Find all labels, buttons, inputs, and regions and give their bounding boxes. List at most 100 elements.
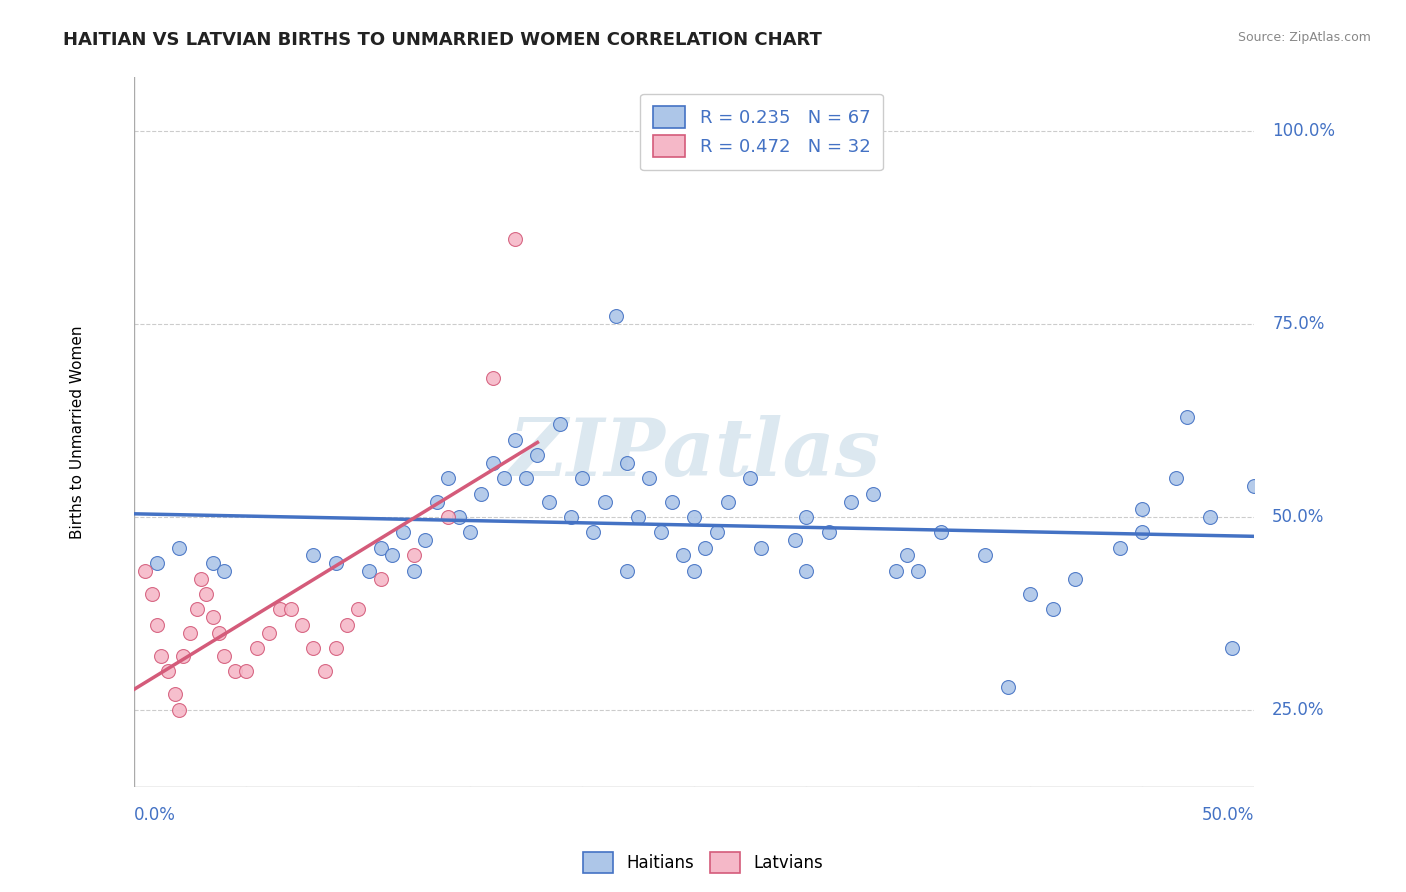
Point [481, 371, 503, 385]
Point [1243, 479, 1265, 493]
Point [537, 494, 560, 508]
Point [347, 602, 370, 616]
Point [929, 525, 952, 540]
Point [582, 525, 605, 540]
Point [817, 525, 839, 540]
Point [974, 549, 997, 563]
Point [683, 510, 706, 524]
Point [280, 602, 302, 616]
Point [257, 625, 280, 640]
Point [526, 448, 548, 462]
Point [862, 487, 884, 501]
Point [392, 525, 415, 540]
Point [740, 471, 762, 485]
Text: Source: ZipAtlas.com: Source: ZipAtlas.com [1237, 31, 1371, 45]
Point [605, 310, 627, 324]
Point [437, 471, 460, 485]
Point [359, 564, 381, 578]
Point [370, 572, 392, 586]
Text: 50.0%: 50.0% [1272, 508, 1324, 526]
Point [167, 541, 190, 555]
Point [1198, 510, 1220, 524]
Point [1109, 541, 1132, 555]
Point [751, 541, 773, 555]
Point [650, 525, 672, 540]
Point [997, 680, 1019, 694]
Point [201, 556, 224, 570]
Text: 100.0%: 100.0% [1272, 122, 1336, 140]
Point [302, 549, 325, 563]
Text: ZIPatlas: ZIPatlas [508, 415, 880, 492]
Point [179, 625, 201, 640]
Point [246, 640, 269, 655]
Point [291, 618, 314, 632]
Point [194, 587, 217, 601]
Text: Births to Unmarried Women: Births to Unmarried Women [70, 326, 84, 539]
Point [145, 618, 167, 632]
Point [314, 664, 336, 678]
Text: 50.0%: 50.0% [1202, 806, 1254, 824]
Point [695, 541, 717, 555]
Point [481, 456, 503, 470]
Point [150, 648, 173, 663]
Point [447, 510, 470, 524]
Point [616, 456, 638, 470]
Point [224, 664, 246, 678]
Point [560, 510, 582, 524]
Point [593, 494, 616, 508]
Point [706, 525, 728, 540]
Point [163, 687, 186, 701]
Point [717, 494, 740, 508]
Point [134, 564, 156, 578]
Point [212, 648, 235, 663]
Point [1175, 409, 1198, 424]
Point [1130, 502, 1153, 516]
Point [381, 549, 404, 563]
Point [1164, 471, 1187, 485]
Legend: Haitians, Latvians: Haitians, Latvians [576, 846, 830, 880]
Point [404, 549, 426, 563]
Point [415, 533, 437, 547]
Point [672, 549, 695, 563]
Point [683, 564, 706, 578]
Point [325, 556, 347, 570]
Point [571, 471, 593, 485]
Text: 0.0%: 0.0% [134, 806, 176, 824]
Point [503, 433, 526, 447]
Point [839, 494, 862, 508]
Point [794, 564, 817, 578]
Point [145, 556, 167, 570]
Point [1220, 640, 1243, 655]
Point [548, 417, 571, 432]
Point [208, 625, 231, 640]
Text: 75.0%: 75.0% [1272, 315, 1324, 334]
Point [627, 510, 650, 524]
Point [661, 494, 683, 508]
Point [141, 587, 163, 601]
Text: 25.0%: 25.0% [1272, 701, 1324, 719]
Point [638, 471, 661, 485]
Point [1064, 572, 1087, 586]
Point [370, 541, 392, 555]
Legend: R = 0.235   N = 67, R = 0.472   N = 32: R = 0.235 N = 67, R = 0.472 N = 32 [640, 94, 883, 170]
Point [1019, 587, 1042, 601]
Point [616, 564, 638, 578]
Point [212, 564, 235, 578]
Point [884, 564, 907, 578]
Point [515, 471, 537, 485]
Point [907, 564, 929, 578]
Point [269, 602, 291, 616]
Point [503, 232, 526, 246]
Point [783, 533, 806, 547]
Point [470, 487, 492, 501]
Point [156, 664, 179, 678]
Point [1042, 602, 1064, 616]
Point [186, 602, 208, 616]
Point [426, 494, 449, 508]
Text: HAITIAN VS LATVIAN BIRTHS TO UNMARRIED WOMEN CORRELATION CHART: HAITIAN VS LATVIAN BIRTHS TO UNMARRIED W… [63, 31, 823, 49]
Point [336, 618, 359, 632]
Point [404, 564, 426, 578]
Point [1130, 525, 1153, 540]
Point [492, 471, 515, 485]
Point [201, 610, 224, 624]
